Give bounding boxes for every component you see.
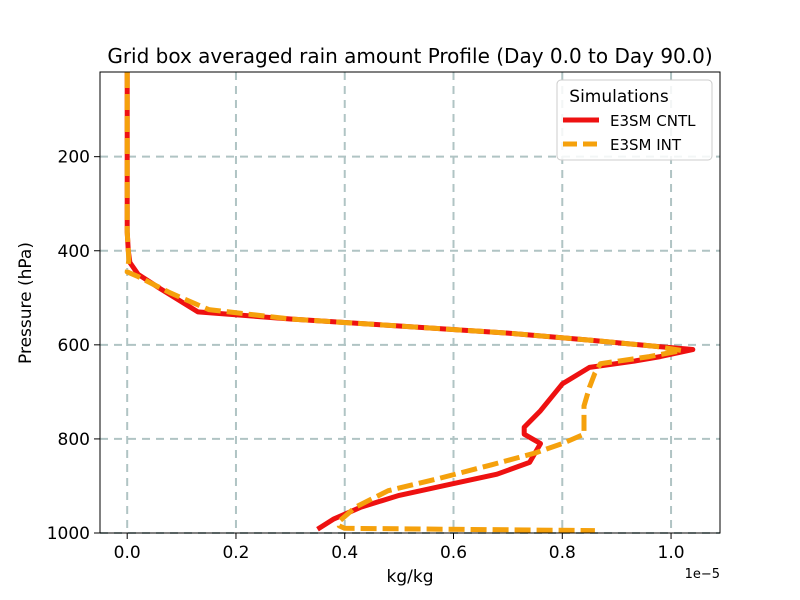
legend-box	[556, 79, 713, 161]
x-tick-label: 0.0	[114, 543, 141, 563]
axis-ticks: 0.0 0.2 0.4 0.6 0.8 1.0 200 400 600 800 1000	[47, 148, 685, 563]
x-tick-label: 0.8	[549, 543, 576, 563]
x-axis-offset-label: 1e−5	[685, 567, 720, 582]
x-tick-label: 1.0	[658, 543, 685, 563]
chart-title: Grid box averaged rain amount Profile (D…	[107, 44, 712, 68]
series-lines	[124, 72, 696, 534]
y-tick-label: 800	[58, 430, 90, 450]
x-axis-label: kg/kg	[387, 567, 434, 587]
legend-title: Simulations	[569, 87, 669, 107]
y-axis-label: Pressure (hPa)	[16, 242, 36, 364]
legend-label-e3sm-int: E3SM INT	[610, 136, 682, 154]
plot-frame	[99, 71, 721, 534]
y-tick-label: 200	[58, 148, 90, 168]
x-tick-label: 0.4	[331, 543, 358, 563]
y-tick-label: 600	[58, 336, 90, 356]
legend: Simulations E3SM CNTL E3SM INT	[556, 79, 713, 161]
series-line-e3sm-int	[124, 72, 685, 534]
legend-label-e3sm-cntl: E3SM CNTL	[610, 112, 696, 130]
x-tick-label: 0.6	[440, 543, 467, 563]
y-tick-label: 1000	[47, 524, 90, 544]
x-tick-label: 0.2	[222, 543, 249, 563]
y-tick-label: 400	[58, 242, 90, 262]
